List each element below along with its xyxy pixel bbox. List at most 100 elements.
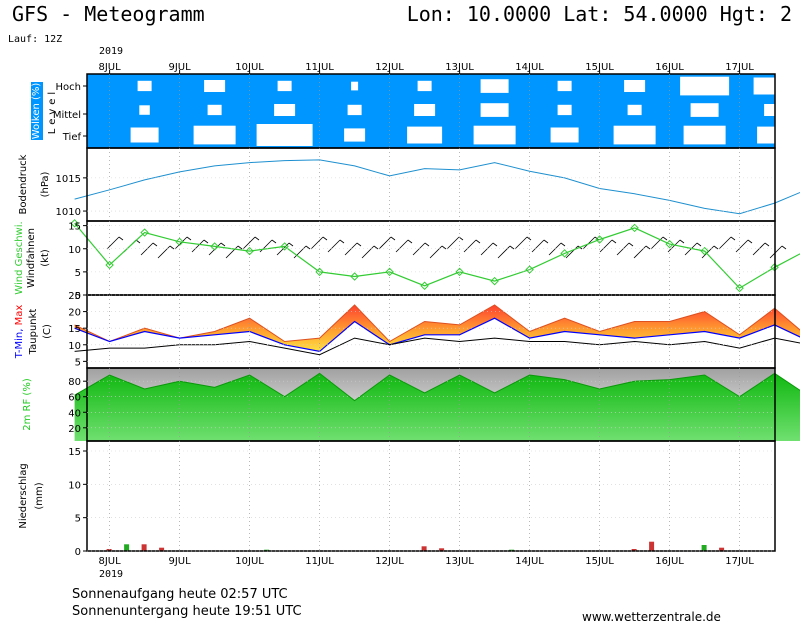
wind-barb xyxy=(310,236,324,250)
y-tick-label: 80 xyxy=(68,377,81,388)
pressure-line xyxy=(74,159,800,215)
cloud-cover-hoch xyxy=(417,80,432,92)
wind-barb-flag xyxy=(628,242,634,247)
panel-ylabel: (kt) xyxy=(40,249,51,267)
cloud-cover-tief xyxy=(256,124,313,146)
level-label-mittel: Mittel xyxy=(53,110,81,121)
wind-barb-flag xyxy=(356,242,362,247)
wind-barb-flag xyxy=(169,245,175,250)
tmin-line xyxy=(74,317,800,353)
wind-speed-marker xyxy=(420,281,429,290)
day-label-top: 11JUL xyxy=(305,62,334,73)
cloud-cover-tief xyxy=(407,126,443,144)
wind-barb xyxy=(293,245,307,259)
day-label-bottom: 12JUL xyxy=(375,556,404,567)
wind-barb-flag xyxy=(526,236,532,241)
wind-barb-flag xyxy=(271,239,277,244)
cloud-cover-mittel xyxy=(139,105,150,115)
cloud-cover-hoch xyxy=(680,76,730,96)
day-label-bottom: 17JUL xyxy=(725,556,754,567)
panel-ylabel: (hPa) xyxy=(40,171,51,197)
cloud-cover-tief xyxy=(130,127,159,143)
panel-ylabel: Niederschlag xyxy=(18,463,29,528)
wind-barb xyxy=(242,236,256,250)
wind-barb xyxy=(582,236,596,250)
day-label-top: 8JUL xyxy=(98,62,121,73)
y-tick-label: 60 xyxy=(68,393,81,404)
clouds-ylabel-bg xyxy=(31,82,43,140)
level-label-hoch: Hoch xyxy=(56,82,81,93)
cloud-cover-tief xyxy=(473,125,516,145)
wind-barb-flag xyxy=(118,236,124,241)
panel-ylabel: Wind Geschwi. xyxy=(14,221,25,294)
wind-barb xyxy=(650,236,664,250)
wind-barb xyxy=(497,245,511,259)
y-tick-label: 5 xyxy=(75,514,81,525)
wind-barb xyxy=(531,239,545,253)
wind-barb xyxy=(599,239,613,253)
wind-barb xyxy=(225,245,239,259)
y-tick-label: 15 xyxy=(68,222,81,233)
panel-ylabel: 2m RF (%) xyxy=(22,378,33,431)
location-readout: Lon: 10.0000 Lat: 54.0000 Hgt: 2 xyxy=(406,2,792,26)
cloud-cover-mittel xyxy=(347,104,362,116)
wind-speed-marker xyxy=(175,237,184,247)
year-bottom: 2019 xyxy=(99,569,124,580)
wind-speed-marker xyxy=(350,272,359,281)
day-label-top: 16JUL xyxy=(655,62,684,73)
day-label-top: 17JUL xyxy=(725,62,754,73)
panel-frame-precipitation xyxy=(86,440,776,552)
y-tick-label: 15 xyxy=(68,324,81,335)
humidity-area xyxy=(74,373,800,441)
y-tick-label: 5 xyxy=(75,357,81,368)
y-tick-label: 20 xyxy=(68,424,81,435)
cloud-cover-hoch xyxy=(137,80,152,92)
wind-barb xyxy=(157,245,171,259)
wind-barb-flag xyxy=(237,245,243,250)
cloud-cover-hoch xyxy=(557,80,572,92)
panel-ylabel: (C) xyxy=(42,324,53,339)
wind-barb-flag xyxy=(220,242,226,247)
wind-barb-flag xyxy=(492,242,498,247)
wind-barb-flag xyxy=(390,236,396,241)
year-top: 2019 xyxy=(99,46,124,57)
y-tick-label: 25 xyxy=(68,291,81,302)
wind-barb-flag xyxy=(764,242,770,247)
cloud-cover-tief xyxy=(613,125,656,145)
humidity-line xyxy=(74,372,800,402)
wind-barb xyxy=(378,236,392,250)
wind-barb xyxy=(735,239,749,253)
wind-barb-flag xyxy=(713,245,719,250)
wind-barb-flag xyxy=(441,245,447,250)
cloud-cover-tief xyxy=(683,125,726,145)
tmax-line xyxy=(74,304,800,343)
cloud-cover-mittel xyxy=(557,104,572,116)
panel-ylabel: (mm) xyxy=(34,482,45,509)
panel-ylabel: Bodendruck xyxy=(18,154,29,214)
temperature-band xyxy=(74,305,800,352)
day-label-top: 13JUL xyxy=(445,62,474,73)
wind-barb-flag xyxy=(152,242,158,247)
wind-barb-flag xyxy=(322,236,328,241)
sunrise-text: Sonnenaufgang heute 02:57 UTC xyxy=(72,587,288,602)
wind-barb xyxy=(667,239,681,253)
cloud-cover-tief xyxy=(344,128,366,142)
panel-frame-pressure xyxy=(86,147,776,222)
cloud-cover-hoch xyxy=(624,80,646,92)
wind-speed-marker xyxy=(560,249,569,258)
wind-barb xyxy=(701,245,715,259)
wind-barb xyxy=(633,245,647,259)
day-label-bottom: 11JUL xyxy=(305,556,334,567)
wind-speed-marker xyxy=(455,267,464,277)
wind-barb xyxy=(395,239,409,253)
cloud-cover-hoch xyxy=(204,80,226,92)
wind-speed-marker xyxy=(105,260,114,270)
wind-speed-marker xyxy=(245,246,254,256)
wind-barb-flag xyxy=(254,236,260,241)
website-link[interactable]: www.wetterzentrale.de xyxy=(582,610,721,624)
precip-bar xyxy=(649,541,655,551)
wind-barb xyxy=(514,236,528,250)
wind-speed-marker xyxy=(525,265,534,274)
wind-barb-flag xyxy=(509,245,515,250)
